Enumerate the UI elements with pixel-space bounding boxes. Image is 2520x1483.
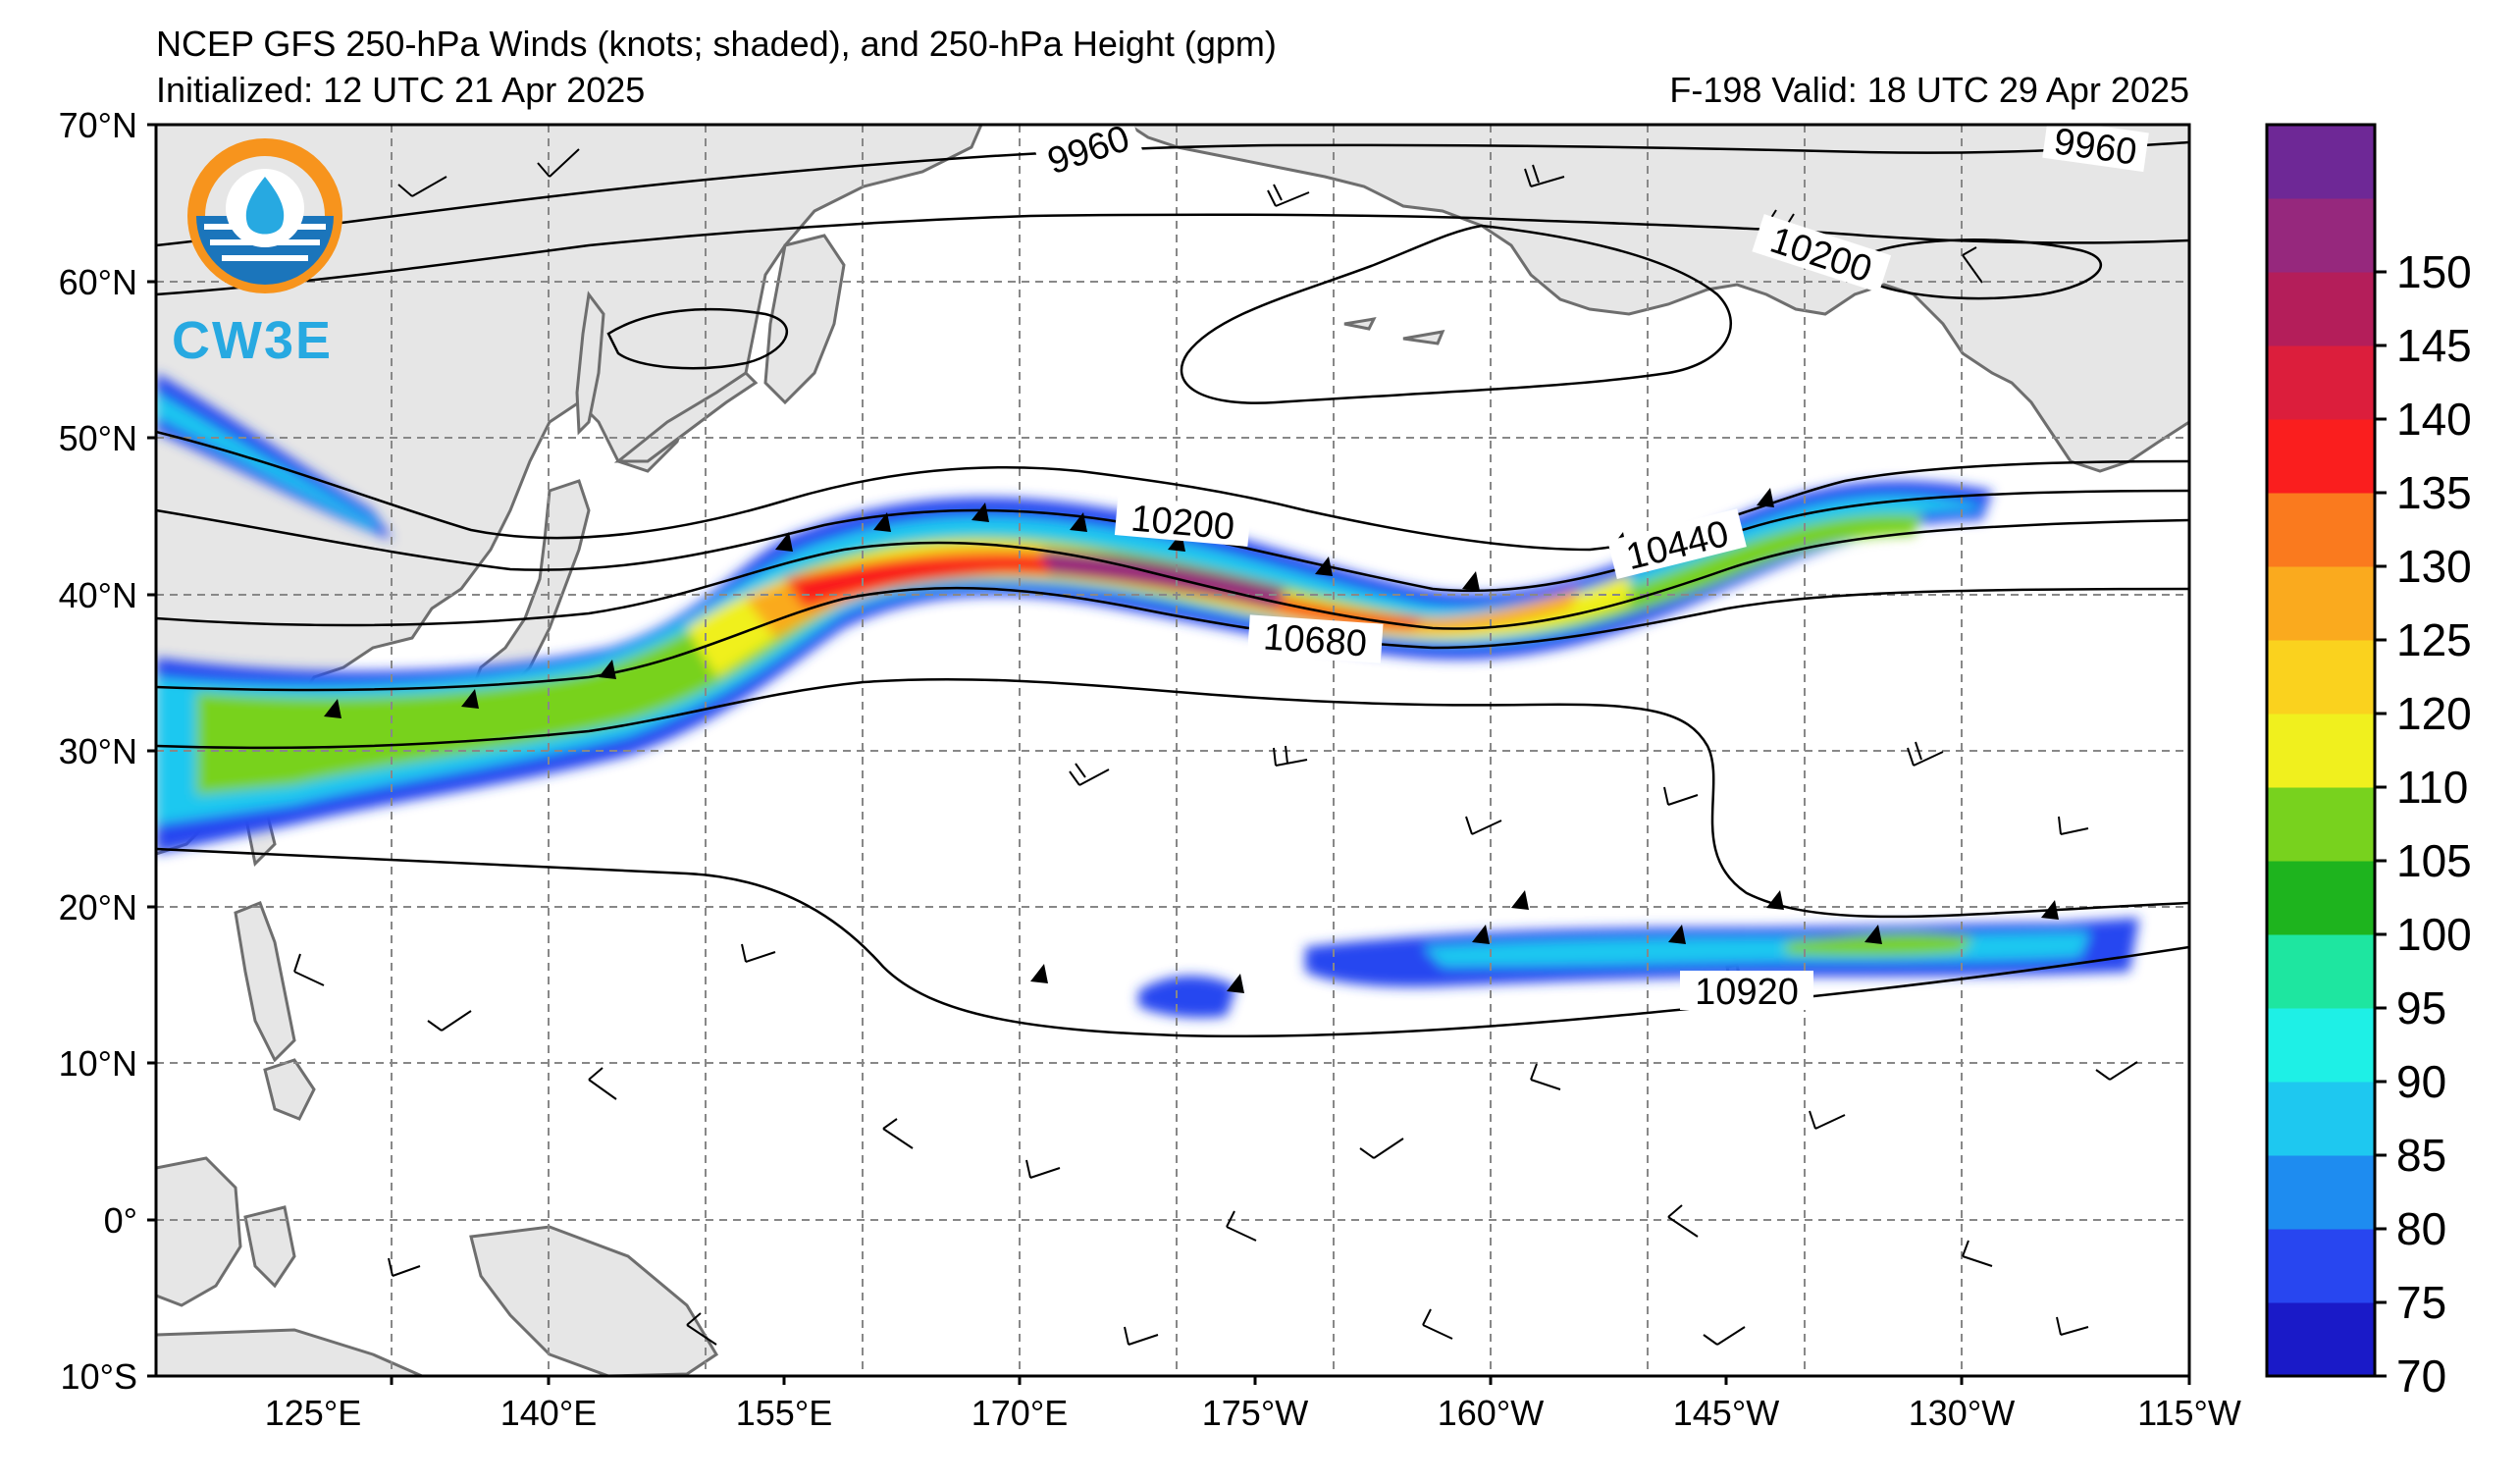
lon-label-140e: 140°E bbox=[500, 1393, 597, 1433]
colorbar-swatch bbox=[2267, 1302, 2375, 1377]
colorbar-ticks: 70 75 80 85 90 95 100 105 110 120 125 130 135 140 145 1… bbox=[2375, 246, 2472, 1402]
colorbar-tick-label: 140 bbox=[2396, 394, 2472, 445]
colorbar-swatch bbox=[2267, 934, 2375, 1009]
lon-label-170e: 170°E bbox=[971, 1393, 1068, 1433]
lat-label-50n: 50°N bbox=[59, 418, 137, 458]
colorbar-tick-label: 85 bbox=[2396, 1130, 2446, 1181]
lon-axis: 125°E 140°E 155°E 170°E 175°W 160°W 145°… bbox=[265, 1376, 2241, 1433]
colorbar-swatch bbox=[2267, 861, 2375, 935]
lat-label-40n: 40°N bbox=[59, 575, 137, 615]
colorbar-tick-label: 95 bbox=[2396, 982, 2446, 1033]
colorbar-swatch bbox=[2267, 493, 2375, 567]
colorbar-swatch bbox=[2267, 1155, 2375, 1230]
colorbar-swatch bbox=[2267, 198, 2375, 273]
colorbar-tick-label: 135 bbox=[2396, 467, 2472, 518]
colorbar-tick-label: 70 bbox=[2396, 1351, 2446, 1402]
colorbar-tick-label: 150 bbox=[2396, 246, 2472, 297]
colorbar-swatches bbox=[2267, 125, 2375, 1377]
colorbar-swatch bbox=[2267, 714, 2375, 788]
logo-text: CW3E bbox=[172, 311, 333, 370]
contour-label-10920: 10920 bbox=[1695, 972, 1799, 1013]
lat-label-30n: 30°N bbox=[59, 731, 137, 771]
colorbar-swatch bbox=[2267, 1082, 2375, 1156]
colorbar-swatch bbox=[2267, 272, 2375, 346]
jet-pennants bbox=[324, 488, 2059, 993]
colorbar-tick-label: 145 bbox=[2396, 320, 2472, 371]
lon-label-125e: 125°E bbox=[265, 1393, 361, 1433]
contour-label-10680: 10680 bbox=[1262, 616, 1368, 664]
lon-label-145w: 145°W bbox=[1673, 1393, 1779, 1433]
colorbar-tick-label: 110 bbox=[2396, 762, 2468, 813]
lon-label-115w: 115°W bbox=[2137, 1393, 2241, 1433]
colorbar-swatch bbox=[2267, 345, 2375, 420]
lat-label-20n: 20°N bbox=[59, 887, 137, 927]
gridlines bbox=[156, 125, 2189, 1376]
init-time: Initialized: 12 UTC 21 Apr 2025 bbox=[156, 70, 645, 110]
lat-label-0: 0° bbox=[104, 1200, 137, 1241]
wind-barbs bbox=[244, 148, 2138, 1346]
valid-time: F-198 Valid: 18 UTC 29 Apr 2025 bbox=[1669, 70, 2189, 110]
chart-title: NCEP GFS 250-hPa Winds (knots; shaded), … bbox=[156, 24, 1277, 64]
colorbar-swatch bbox=[2267, 640, 2375, 715]
colorbar-tick-label: 100 bbox=[2396, 909, 2472, 960]
colorbar-tick-label: 125 bbox=[2396, 614, 2472, 665]
contour-label-10200-jet: 10200 bbox=[1129, 498, 1236, 548]
colorbar-swatch bbox=[2267, 419, 2375, 494]
lon-label-160w: 160°W bbox=[1438, 1393, 1544, 1433]
colorbar-frame bbox=[2265, 123, 2377, 1378]
lat-label-70n: 70°N bbox=[59, 105, 137, 145]
colorbar-swatch bbox=[2267, 1008, 2375, 1083]
lat-label-10s: 10°S bbox=[61, 1356, 137, 1397]
water-drop-icon bbox=[245, 177, 285, 235]
height-contours bbox=[156, 140, 2189, 1038]
colorbar-swatch bbox=[2267, 1229, 2375, 1303]
colorbar-tick-label: 90 bbox=[2396, 1056, 2446, 1107]
lon-label-130w: 130°W bbox=[1909, 1393, 2015, 1433]
cw3e-logo: CW3E bbox=[172, 138, 342, 370]
map-panel: 9960 9960 10200 10200 10440 10680 bbox=[156, 125, 2189, 1376]
lon-label-175w: 175°W bbox=[1202, 1393, 1308, 1433]
lat-label-60n: 60°N bbox=[59, 262, 137, 302]
colorbar-tick-label: 130 bbox=[2396, 541, 2472, 592]
colorbar-tick-label: 80 bbox=[2396, 1203, 2446, 1254]
land-masses bbox=[156, 125, 2189, 1376]
colorbar-tick-label: 105 bbox=[2396, 835, 2472, 886]
lat-axis: 70°N 60°N 50°N 40°N 30°N 20°N 10°N 0° 10… bbox=[59, 105, 156, 1397]
colorbar: 70 75 80 85 90 95 100 105 110 120 125 130 135 140 145 1… bbox=[2265, 123, 2472, 1402]
lat-label-10n: 10°N bbox=[59, 1043, 137, 1084]
colorbar-swatch bbox=[2267, 787, 2375, 862]
colorbar-swatch bbox=[2267, 566, 2375, 641]
colorbar-tick-label: 120 bbox=[2396, 688, 2472, 739]
colorbar-tick-label: 75 bbox=[2396, 1277, 2446, 1328]
colorbar-swatch bbox=[2267, 125, 2375, 199]
lon-label-155e: 155°E bbox=[736, 1393, 832, 1433]
